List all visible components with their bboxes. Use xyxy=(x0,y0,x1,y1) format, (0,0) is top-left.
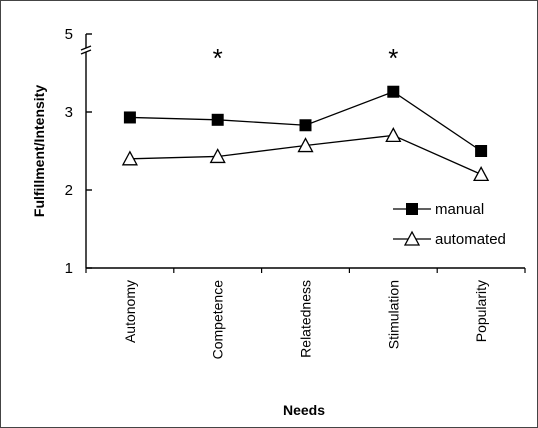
annotation-layer: * * xyxy=(213,43,399,73)
y-axis-break-mark xyxy=(80,49,92,55)
data-point-manual xyxy=(299,119,312,132)
data-point-automated xyxy=(297,137,314,153)
x-tick-label: Popularity xyxy=(473,280,489,342)
data-point-automated xyxy=(209,148,226,164)
data-point-manual xyxy=(123,111,136,124)
series-layer xyxy=(129,90,482,175)
x-tick-label: Autonomy xyxy=(122,280,138,343)
x-tick-label: Stimulation xyxy=(385,280,401,349)
x-tick-label: Relatedness xyxy=(298,280,314,358)
y-tick-label: 1 xyxy=(65,260,73,277)
y-tick-label: 3 xyxy=(65,104,73,121)
significance-marker: * xyxy=(388,43,398,73)
x-axis-title: Needs xyxy=(283,402,325,418)
legend: manual automated xyxy=(393,201,506,248)
legend-label: manual xyxy=(435,201,484,218)
axes: 1 2 3 5 Autonomy Competence Relatedness Stimula… xyxy=(65,26,526,360)
significance-marker: * xyxy=(213,43,223,73)
data-point-automated xyxy=(473,166,490,182)
legend-marker xyxy=(406,203,418,215)
marks-layer xyxy=(121,85,490,182)
y-axis-break-mark xyxy=(80,45,92,51)
data-point-automated xyxy=(385,127,402,143)
data-point-manual xyxy=(211,113,224,126)
data-point-automated xyxy=(121,150,138,166)
y-tick-label: 5 xyxy=(65,26,73,43)
y-axis-title: Fulfillment/Intensity xyxy=(31,85,47,217)
x-tick-label: Competence xyxy=(210,280,226,360)
data-point-manual xyxy=(387,85,400,98)
y-tick-label: 2 xyxy=(65,182,73,199)
legend-label: automated xyxy=(435,231,506,248)
data-point-manual xyxy=(475,145,488,157)
legend-marker xyxy=(403,230,421,246)
